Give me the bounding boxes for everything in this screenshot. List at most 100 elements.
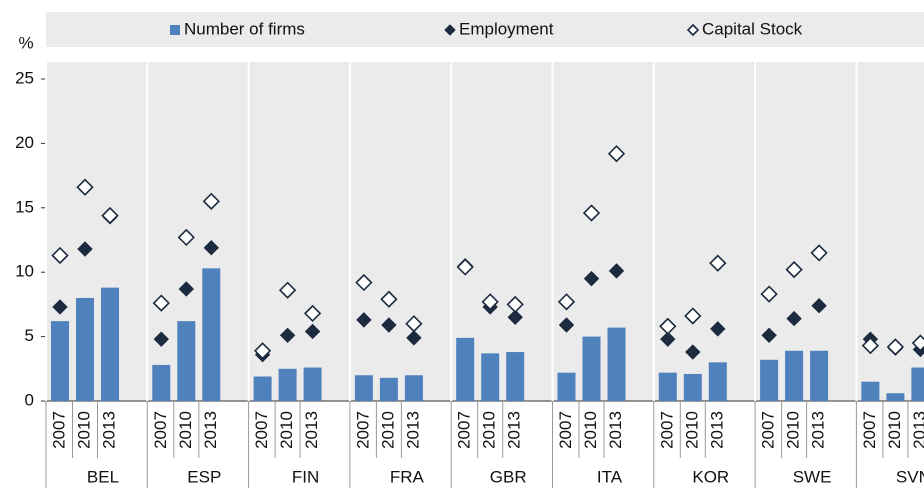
capital-marker [861, 336, 880, 355]
employment-marker [608, 263, 625, 279]
capital-marker [810, 244, 828, 262]
x-tick-label: 2013 [505, 411, 524, 449]
x-tick-label: 2007 [455, 411, 474, 449]
employment-marker [685, 344, 701, 360]
employment-marker [558, 317, 575, 333]
x-tick-label: 2010 [378, 411, 397, 449]
bar [760, 359, 779, 401]
group-label: FRA [390, 467, 425, 486]
capital-marker [659, 317, 677, 335]
y-tick-label: 20 [15, 133, 34, 152]
capital-marker [886, 338, 905, 356]
capital-marker [481, 293, 499, 311]
bar [582, 336, 601, 401]
bar [506, 352, 525, 401]
legend-label: Capital Stock [702, 19, 803, 38]
bar [708, 362, 727, 401]
bar [658, 372, 677, 401]
x-tick-label: 2007 [252, 411, 271, 449]
employment-marker [178, 281, 195, 297]
bar [861, 381, 880, 401]
capital-marker [303, 304, 322, 323]
x-tick-label: 2013 [809, 411, 828, 449]
y-tick-label: 25 [15, 68, 34, 87]
capital-marker [760, 285, 778, 303]
employment-marker [406, 330, 422, 346]
x-tick-label: 2013 [606, 411, 625, 449]
x-tick-label: 2013 [302, 411, 321, 449]
legend-label: Employment [459, 19, 554, 38]
capital-marker [911, 334, 924, 352]
bar [177, 321, 196, 401]
capital-marker [785, 260, 803, 279]
legend-marker [686, 23, 700, 37]
group-label: GBR [490, 467, 527, 486]
employment-marker [786, 310, 802, 327]
employment-marker [761, 327, 777, 344]
group-label: ESP [187, 467, 221, 486]
x-tick-label: 2007 [353, 411, 372, 449]
bar [810, 350, 829, 401]
x-tick-label: 2013 [201, 411, 220, 449]
capital-marker [76, 178, 94, 196]
bar [303, 367, 322, 401]
bar [911, 367, 924, 401]
capital-marker [101, 206, 119, 225]
employment-marker [710, 321, 726, 337]
x-tick-label: 2007 [151, 411, 170, 449]
x-tick-label: 2010 [480, 411, 499, 449]
bar [404, 375, 423, 401]
bar [76, 297, 94, 401]
x-tick-label: 2007 [556, 411, 575, 449]
bar [785, 350, 804, 401]
capital-marker [253, 342, 272, 360]
x-tick-label: 2007 [49, 411, 68, 449]
employment-marker [583, 270, 600, 287]
x-tick-label: 2013 [99, 411, 118, 449]
capital-marker [278, 281, 297, 299]
bar [152, 364, 171, 401]
y-tick-label: 5 [25, 326, 34, 345]
bar [456, 337, 475, 401]
x-tick-label: 2010 [581, 411, 600, 449]
bar [253, 376, 272, 401]
y-tick-label: 15 [15, 197, 34, 216]
group-label: SWE [793, 467, 832, 486]
bar [202, 268, 221, 401]
employment-marker [279, 327, 296, 344]
x-tick-label: 2010 [74, 411, 93, 449]
bar [379, 377, 398, 401]
capital-marker [582, 204, 601, 222]
bar [51, 321, 69, 401]
x-tick-label: 2010 [784, 411, 803, 449]
capital-marker [177, 228, 195, 247]
bar [886, 393, 905, 401]
capital-marker [709, 254, 727, 272]
employment-marker [660, 331, 676, 347]
legend-band [46, 12, 924, 47]
x-tick-label: 2013 [707, 411, 726, 449]
x-tick-label: 2007 [860, 411, 879, 449]
capital-marker [684, 307, 702, 325]
capital-marker [355, 273, 373, 292]
capital-marker [607, 145, 626, 163]
employment-marker [304, 323, 321, 340]
x-tick-label: 2013 [910, 411, 924, 449]
capital-marker [557, 293, 576, 311]
bar [557, 372, 576, 401]
y-axis-label: % [18, 33, 33, 52]
capital-marker [380, 290, 398, 308]
bar [278, 368, 297, 401]
employment-marker [507, 309, 523, 325]
x-tick-label: 2010 [885, 411, 904, 449]
employment-marker [203, 240, 220, 256]
group-label: KOR [692, 467, 729, 486]
x-tick-label: 2007 [657, 411, 676, 449]
capital-marker [51, 246, 69, 265]
employment-marker [811, 297, 827, 314]
group-label: BEL [87, 467, 119, 486]
bar [354, 375, 373, 401]
bar [101, 287, 119, 401]
employment-marker [52, 299, 68, 315]
